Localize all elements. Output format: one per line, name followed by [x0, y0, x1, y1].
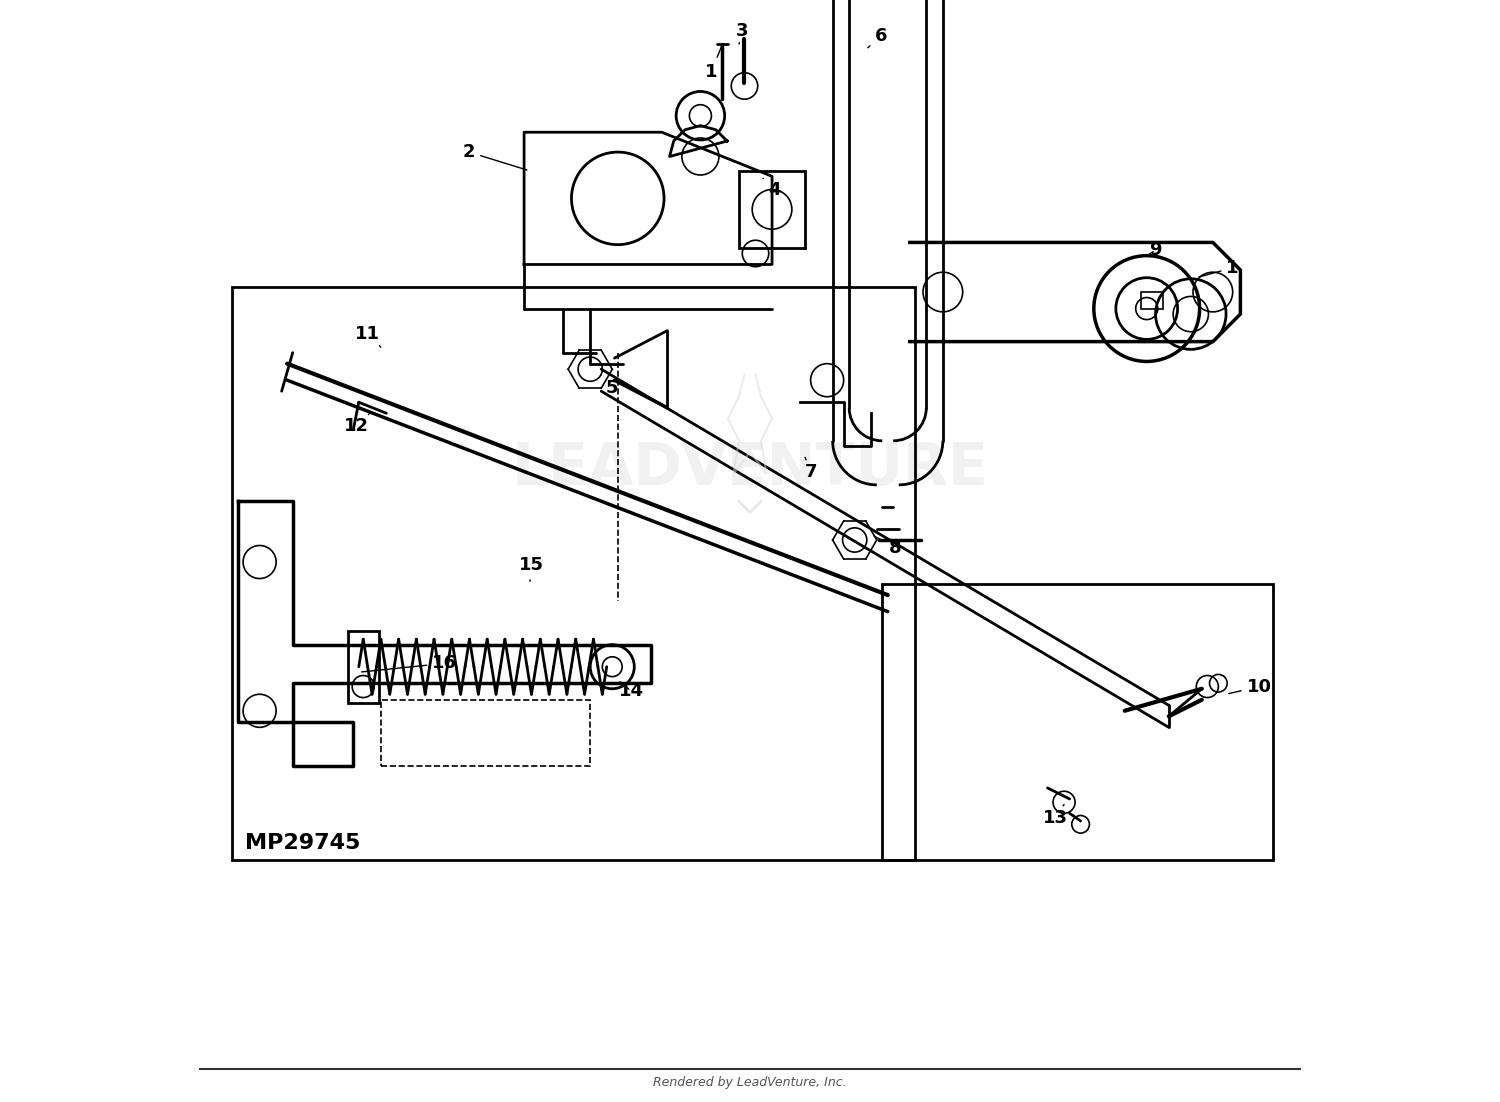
Text: 1: 1 [1198, 259, 1239, 277]
Text: LEADVENTURE: LEADVENTURE [512, 440, 988, 497]
Text: 3: 3 [736, 22, 748, 44]
Text: 8: 8 [873, 536, 901, 557]
Text: 12: 12 [344, 413, 370, 435]
Text: 4: 4 [764, 179, 780, 198]
Bar [740, 171, 806, 248]
Text: 9: 9 [1149, 241, 1162, 259]
Text: 7: 7 [804, 457, 818, 480]
Text: 6: 6 [868, 28, 888, 47]
Bar [232, 287, 915, 860]
Text: 1: 1 [705, 46, 722, 80]
Text: 13: 13 [1042, 804, 1068, 826]
Text: 5: 5 [602, 375, 618, 397]
Text: 15: 15 [519, 557, 544, 581]
Text: 10: 10 [1228, 678, 1272, 695]
Text: 14: 14 [618, 682, 644, 700]
Bar [1142, 292, 1164, 309]
Text: MP29745: MP29745 [246, 833, 360, 853]
Bar [348, 631, 378, 703]
Text: Rendered by LeadVenture, Inc.: Rendered by LeadVenture, Inc. [652, 1076, 847, 1089]
Bar [882, 584, 1274, 860]
Text: 16: 16 [362, 655, 458, 672]
Text: 2: 2 [462, 143, 526, 170]
Bar [381, 700, 590, 766]
Text: 11: 11 [356, 325, 381, 347]
